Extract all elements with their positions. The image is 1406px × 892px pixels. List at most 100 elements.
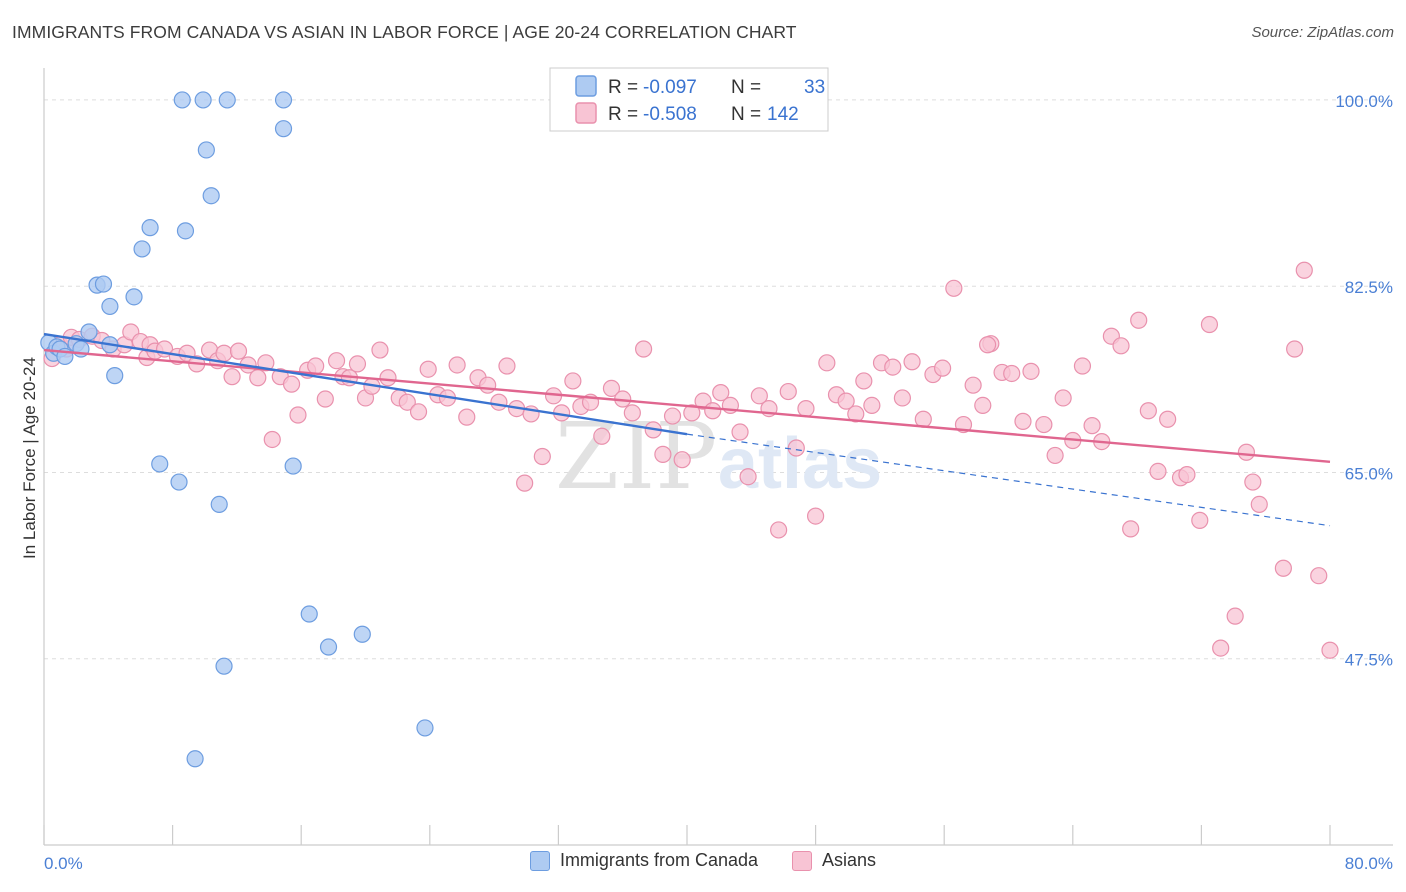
canada-point (133, 240, 151, 258)
asian-point (1003, 364, 1021, 383)
canada-r-value: -0.097 (643, 77, 697, 98)
asian-point (855, 372, 873, 390)
asian-r-label: R = (608, 104, 638, 125)
asian-point (1122, 520, 1140, 538)
asian-point (1295, 261, 1313, 279)
canada-point (170, 473, 188, 491)
asian-point (398, 393, 416, 411)
chart-title: IMMIGRANTS FROM CANADA VS ASIAN IN LABOR… (12, 22, 797, 42)
asian-point (634, 340, 653, 358)
tick-labels: 100.0% 82.5% 65.0% 47.5% 0.0% 80.0% (44, 92, 1393, 873)
canada-point (186, 750, 204, 768)
canada-point (300, 605, 318, 623)
asian-point (1046, 446, 1064, 465)
canada-point (80, 323, 98, 341)
asian-point (945, 279, 963, 297)
canada-point (210, 495, 228, 513)
y-axis-label: In Labor Force | Age 20-24 (20, 357, 39, 559)
asian-point (779, 382, 797, 401)
asian-point (379, 369, 397, 387)
asian-point (533, 447, 551, 466)
asian-point (974, 396, 992, 415)
asian-point (1149, 462, 1167, 481)
asian-point (1310, 567, 1328, 585)
canada-point (173, 91, 191, 109)
asian-point (712, 384, 730, 402)
asian-point (229, 342, 248, 360)
bottom-legend: Immigrants from Canada Asians (0, 850, 1406, 871)
asian-point (1035, 415, 1053, 434)
asian-point (1286, 340, 1304, 358)
legend-swatch-asians (792, 850, 813, 871)
asian-point (893, 389, 912, 407)
asian-point (964, 376, 982, 394)
y-tick-label: 65.0% (1345, 464, 1393, 483)
asian-point (263, 430, 281, 449)
asian-point (458, 408, 476, 426)
asian-point (223, 368, 241, 386)
asian-point (371, 341, 389, 359)
asian-point (731, 423, 749, 441)
asian-point (1321, 641, 1339, 659)
axes (43, 68, 1393, 846)
asian-point (249, 369, 267, 387)
asian-point (847, 405, 865, 423)
canada-legend-swatch (575, 75, 597, 97)
asian-point (1250, 495, 1268, 513)
canada-point (274, 91, 293, 109)
canada-point (202, 187, 220, 205)
asian-point (448, 356, 466, 374)
asian-point (282, 375, 301, 393)
trend-lines (43, 332, 1331, 527)
asian-point (1139, 402, 1157, 420)
canada-point (101, 297, 119, 316)
asian-point (409, 403, 428, 421)
asian-point (806, 507, 825, 525)
asian-point (498, 357, 516, 375)
canada-point (319, 638, 338, 656)
asian-point (1054, 389, 1072, 407)
canada-point (416, 719, 434, 737)
asian-point (307, 357, 325, 375)
asian-n-value: 142 (767, 104, 799, 125)
asian-point (863, 396, 881, 415)
asian-point (1226, 607, 1244, 625)
canada-point (194, 91, 212, 109)
asian-point (516, 474, 534, 492)
source-label: Source: ZipAtlas.com (1251, 24, 1394, 41)
canada-point (176, 222, 195, 240)
canada-points (40, 91, 434, 768)
canada-point (197, 141, 215, 159)
asian-legend-swatch (575, 102, 597, 124)
asian-point (787, 439, 805, 457)
canada-point (125, 288, 143, 306)
asian-point (1191, 511, 1209, 529)
asian-point (673, 451, 691, 469)
asian-point (1200, 315, 1219, 334)
asian-point (663, 407, 682, 425)
asian-point (1073, 357, 1092, 375)
canada-point (106, 367, 124, 385)
asian-points (43, 261, 1339, 659)
canada-point (274, 120, 293, 138)
asian-point (1274, 559, 1292, 577)
canada-trend-line (43, 332, 688, 436)
asian-point (327, 352, 346, 370)
asian-point (1014, 412, 1032, 430)
asian-point (564, 372, 582, 390)
asian-point (593, 427, 611, 445)
asian-point (837, 392, 855, 410)
asian-point (1159, 410, 1177, 428)
asian-point (348, 355, 367, 373)
canada-point (353, 625, 371, 643)
asian-point (683, 404, 701, 422)
asian-point (215, 344, 233, 362)
asian-point (704, 402, 722, 420)
asian-point (490, 393, 508, 411)
asian-point (818, 354, 836, 372)
legend-swatch-canada (529, 850, 550, 871)
asian-point (750, 387, 768, 405)
asian-point (933, 359, 952, 377)
canada-r-label: R = (608, 77, 638, 98)
asian-point (1022, 362, 1040, 380)
